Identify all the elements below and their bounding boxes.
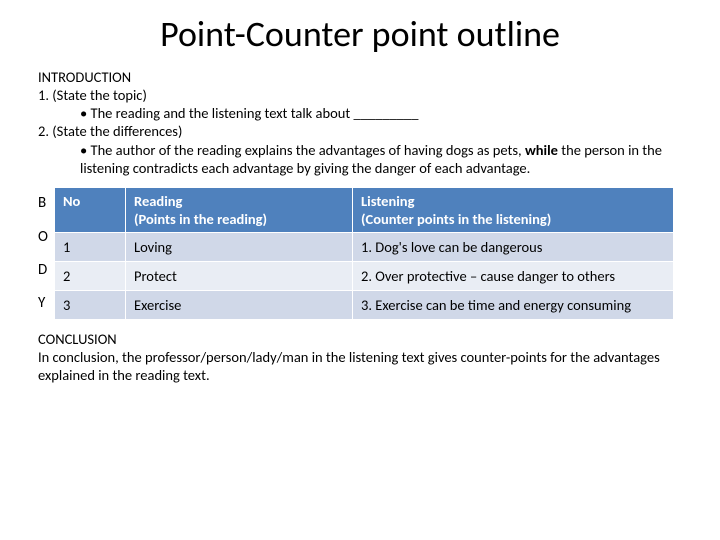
cell-reading: Protect (126, 261, 353, 290)
conclusion-section: CONCLUSION In conclusion, the professor/… (38, 330, 682, 384)
intro-item1: 1. (State the topic) (38, 86, 682, 104)
intro-heading: INTRODUCTION (38, 68, 682, 86)
cell-reading: Loving (126, 232, 353, 261)
cell-no: 3 (55, 290, 126, 319)
listening-h1: Listening (361, 192, 414, 210)
col-listening-header: Listening (Counter points in the listeni… (353, 187, 674, 232)
col-reading-header: Reading (Points in the reading) (126, 187, 353, 232)
table-row: 1 Loving 1. Dog's love can be dangerous (55, 232, 674, 261)
cell-listening: 3. Exercise can be time and energy consu… (353, 290, 674, 319)
cell-listening: 2. Over protective – cause danger to oth… (353, 261, 674, 290)
listening-h2: (Counter points in the listening) (361, 210, 551, 228)
intro-section: INTRODUCTION 1. (State the topic) • The … (38, 68, 682, 177)
body-table-wrap: B O D Y No Reading (Points in the readin… (38, 187, 682, 320)
intro-item2: 2. (State the differences) (38, 122, 682, 140)
intro-item1-bullet: • The reading and the listening text tal… (38, 104, 682, 122)
cell-no: 2 (55, 261, 126, 290)
col-no-header: No (55, 187, 126, 232)
letter-y: Y (38, 287, 54, 320)
slide: Point-Counter point outline INTRODUCTION… (0, 0, 720, 394)
table-header-row: No Reading (Points in the reading) Liste… (55, 187, 674, 232)
reading-h2: (Points in the reading) (134, 210, 267, 228)
letter-d: D (38, 253, 54, 286)
cell-reading: Exercise (126, 290, 353, 319)
table-row: 2 Protect 2. Over protective – cause dan… (55, 261, 674, 290)
cell-no: 1 (55, 232, 126, 261)
table-row: 3 Exercise 3. Exercise can be time and e… (55, 290, 674, 319)
page-title: Point-Counter point outline (38, 12, 682, 56)
conclusion-text: In conclusion, the professor/person/lady… (38, 348, 682, 384)
points-table: No Reading (Points in the reading) Liste… (54, 187, 674, 320)
letter-b: B (38, 187, 54, 220)
reading-h1: Reading (134, 192, 182, 210)
body-letters: B O D Y (38, 187, 54, 320)
intro-item2-pre: • The author of the reading explains the… (80, 141, 525, 159)
conclusion-heading: CONCLUSION (38, 330, 682, 348)
intro-item2-bold: while (525, 141, 558, 159)
cell-listening: 1. Dog's love can be dangerous (353, 232, 674, 261)
intro-item2-bullet: • The author of the reading explains the… (38, 141, 682, 177)
letter-o: O (38, 220, 54, 253)
